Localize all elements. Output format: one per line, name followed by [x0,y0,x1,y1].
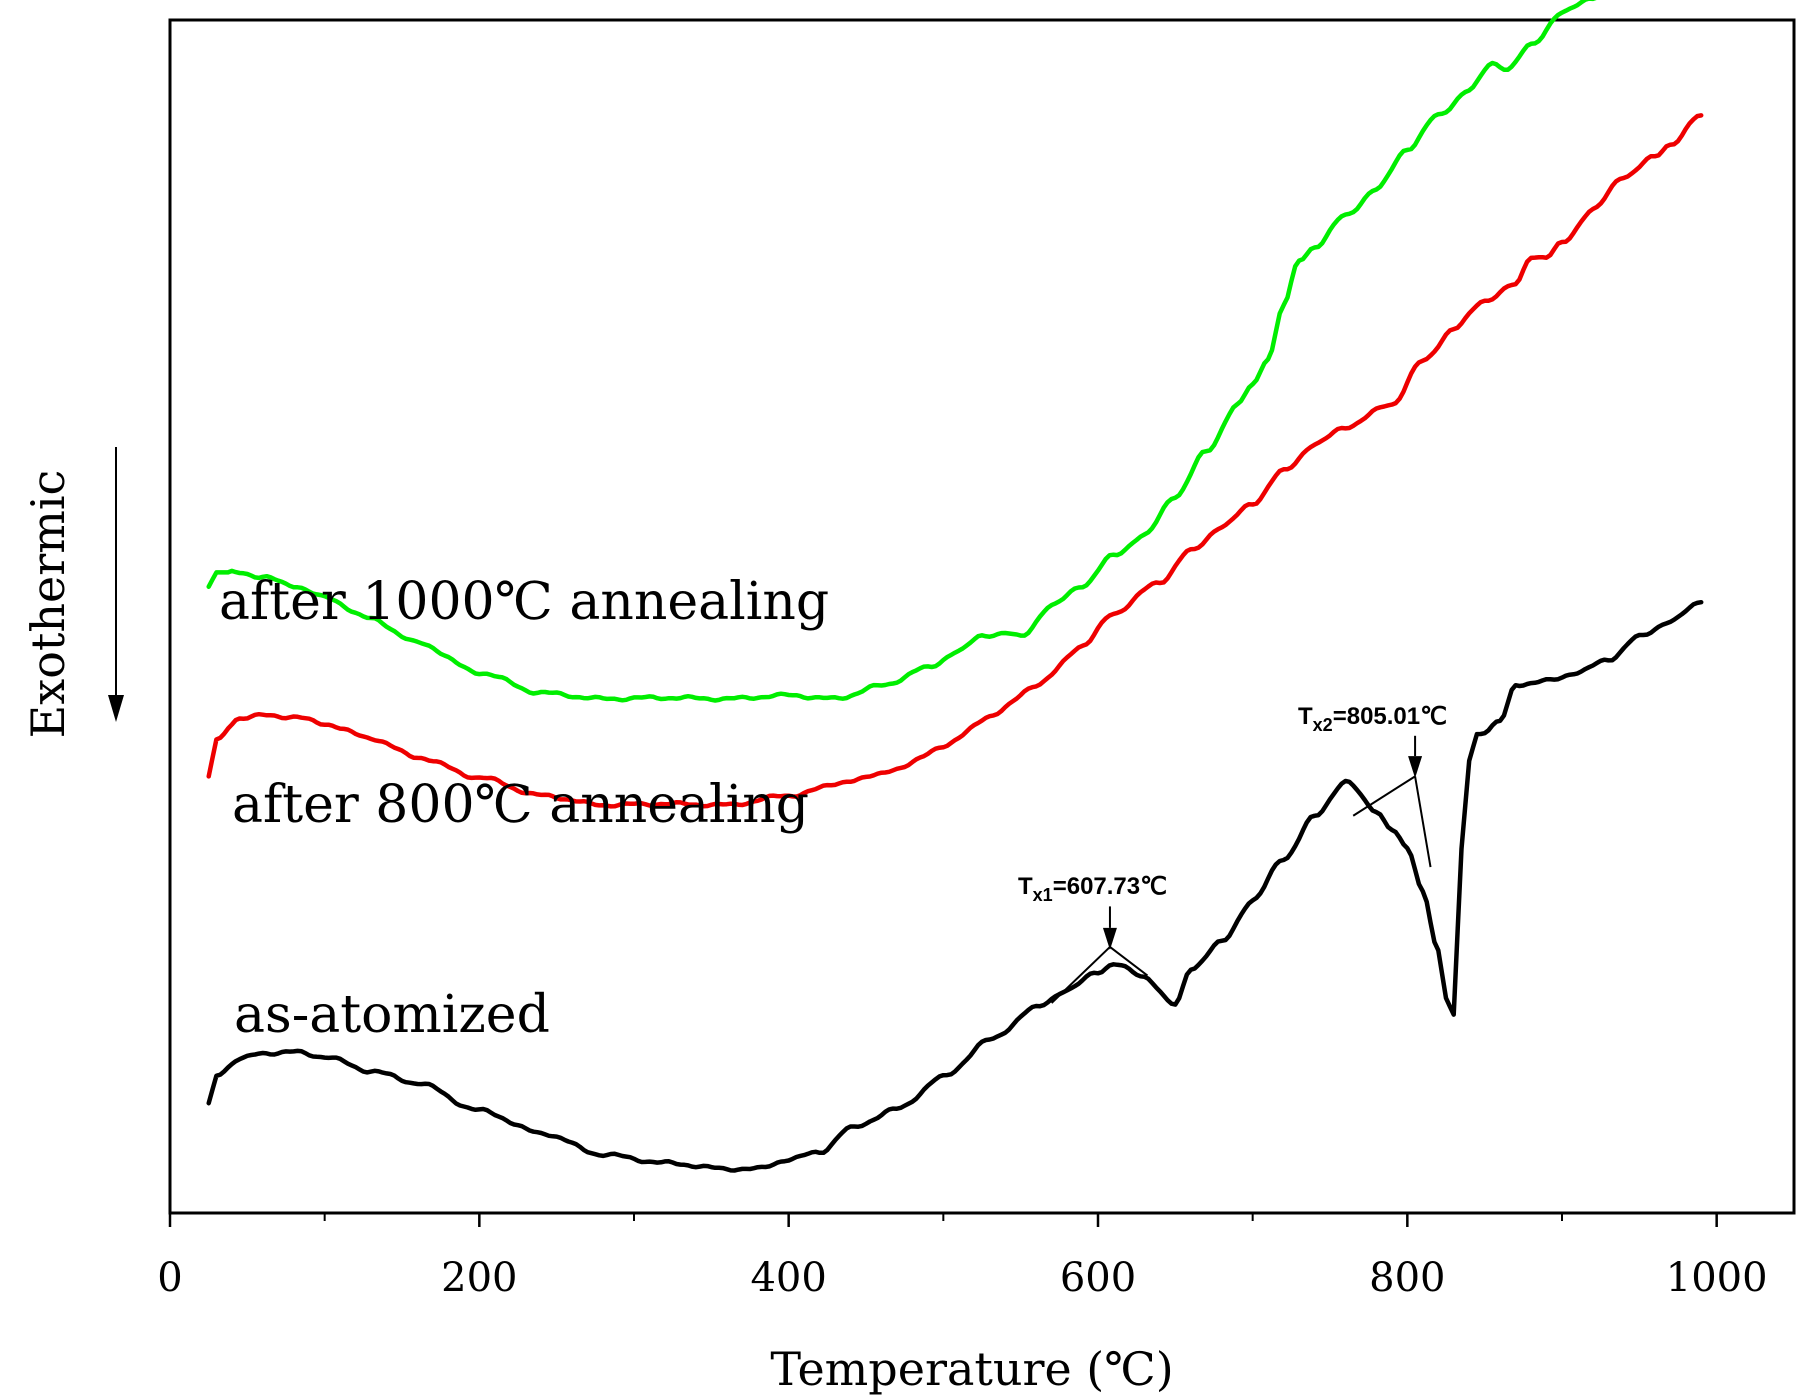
series-line-as-atomized [206,599,1704,1173]
x-tick-label: 800 [1369,1255,1445,1301]
series-label: as-atomized [234,985,550,1045]
annotation-subscript: x1 [1033,885,1053,905]
x-tick-label: 400 [750,1255,826,1301]
series-line-after-800-annealing [206,113,1704,809]
series-line-after-1000-annealing [206,0,1597,703]
x-tick-label: 1000 [1666,1255,1768,1301]
tangent-line [1352,775,1416,817]
series-label: after 1000℃ annealing [219,572,829,632]
down-arrow-icon [108,447,124,722]
plot-frame [168,18,1796,1215]
x-tick-label: 200 [441,1255,517,1301]
tangent-line [1109,946,1149,977]
tangent-line [1414,776,1432,868]
x-axis-label: Temperature (℃) [770,1342,1173,1396]
annotation-value: =805.01℃ [1333,703,1447,730]
x-axis: 0 200 400 600 800 1000 [157,1213,1768,1301]
annotation-value: =607.73℃ [1053,873,1167,900]
plot-area: after 1000℃ annealing after 800℃ annealin… [168,0,1796,1215]
tx2-annotation: Tx2=805.01℃ [1298,703,1447,735]
annotation-subscript: x2 [1313,715,1333,735]
annotation-base: T [1298,703,1313,730]
tx2-arrowhead [1408,756,1423,779]
tx1-arrowhead [1102,927,1117,950]
x-tick-label: 0 [157,1255,182,1301]
tangent-line [1050,946,1111,1004]
y-axis-label: Exothermic [21,470,75,739]
tx1-annotation: Tx1=607.73℃ [1018,873,1167,905]
series-label: after 800℃ annealing [232,775,809,835]
x-tick-label: 600 [1060,1255,1136,1301]
annotation-base: T [1018,873,1033,900]
